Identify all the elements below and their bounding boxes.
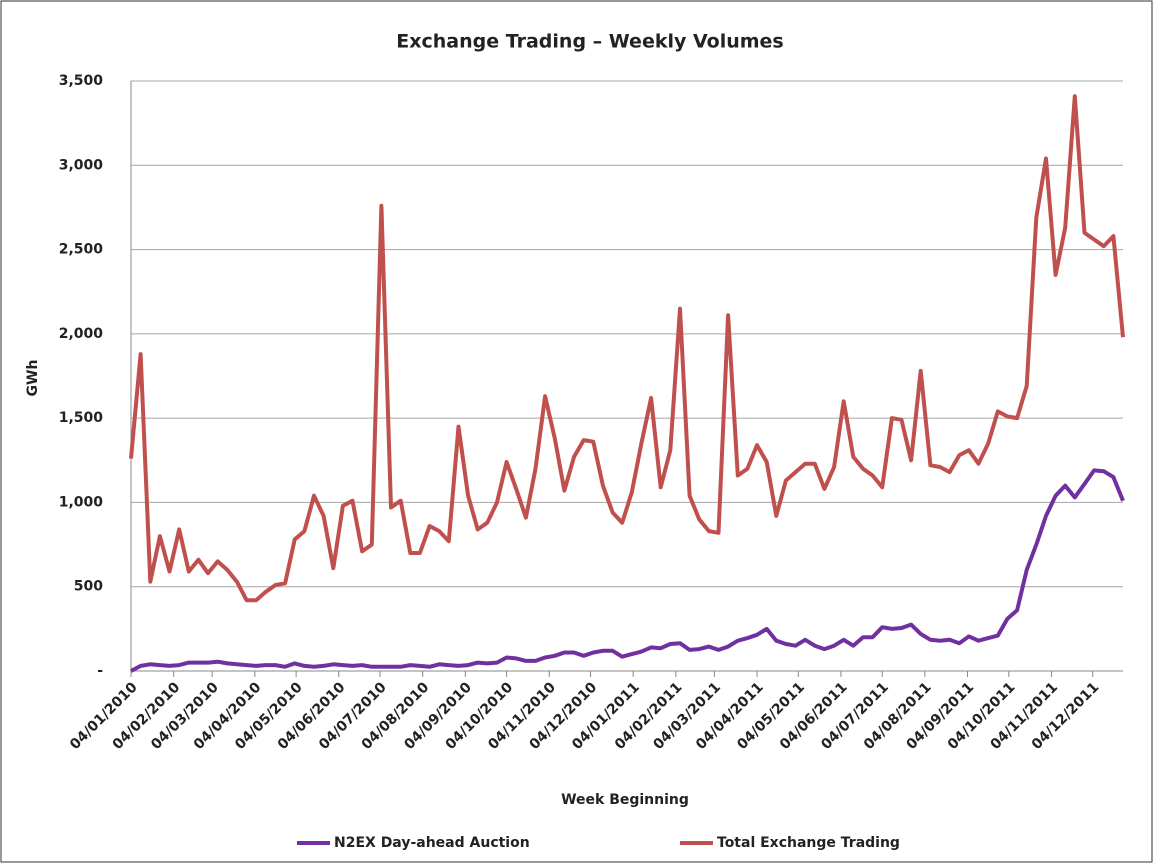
y-tick-label: 500 [74,579,103,595]
y-tick-label: 3,500 [59,73,104,89]
y-tick-label: - [97,663,103,679]
series-line [130,468,1125,673]
y-tick-label: 2,000 [59,326,104,342]
y-axis-label: GWh [25,360,41,397]
x-axis-label: Week Beginning [561,792,689,808]
y-tick-label: 2,500 [59,242,104,258]
y-tick-label: 1,000 [59,494,104,510]
y-tick-label: 1,500 [59,410,104,426]
legend-label: N2EX Day-ahead Auction [334,835,530,851]
y-tick-label: 3,000 [59,157,104,173]
series-line [129,94,1125,603]
legend-label: Total Exchange Trading [717,835,900,851]
chart-title: Exchange Trading – Weekly Volumes [396,31,783,53]
